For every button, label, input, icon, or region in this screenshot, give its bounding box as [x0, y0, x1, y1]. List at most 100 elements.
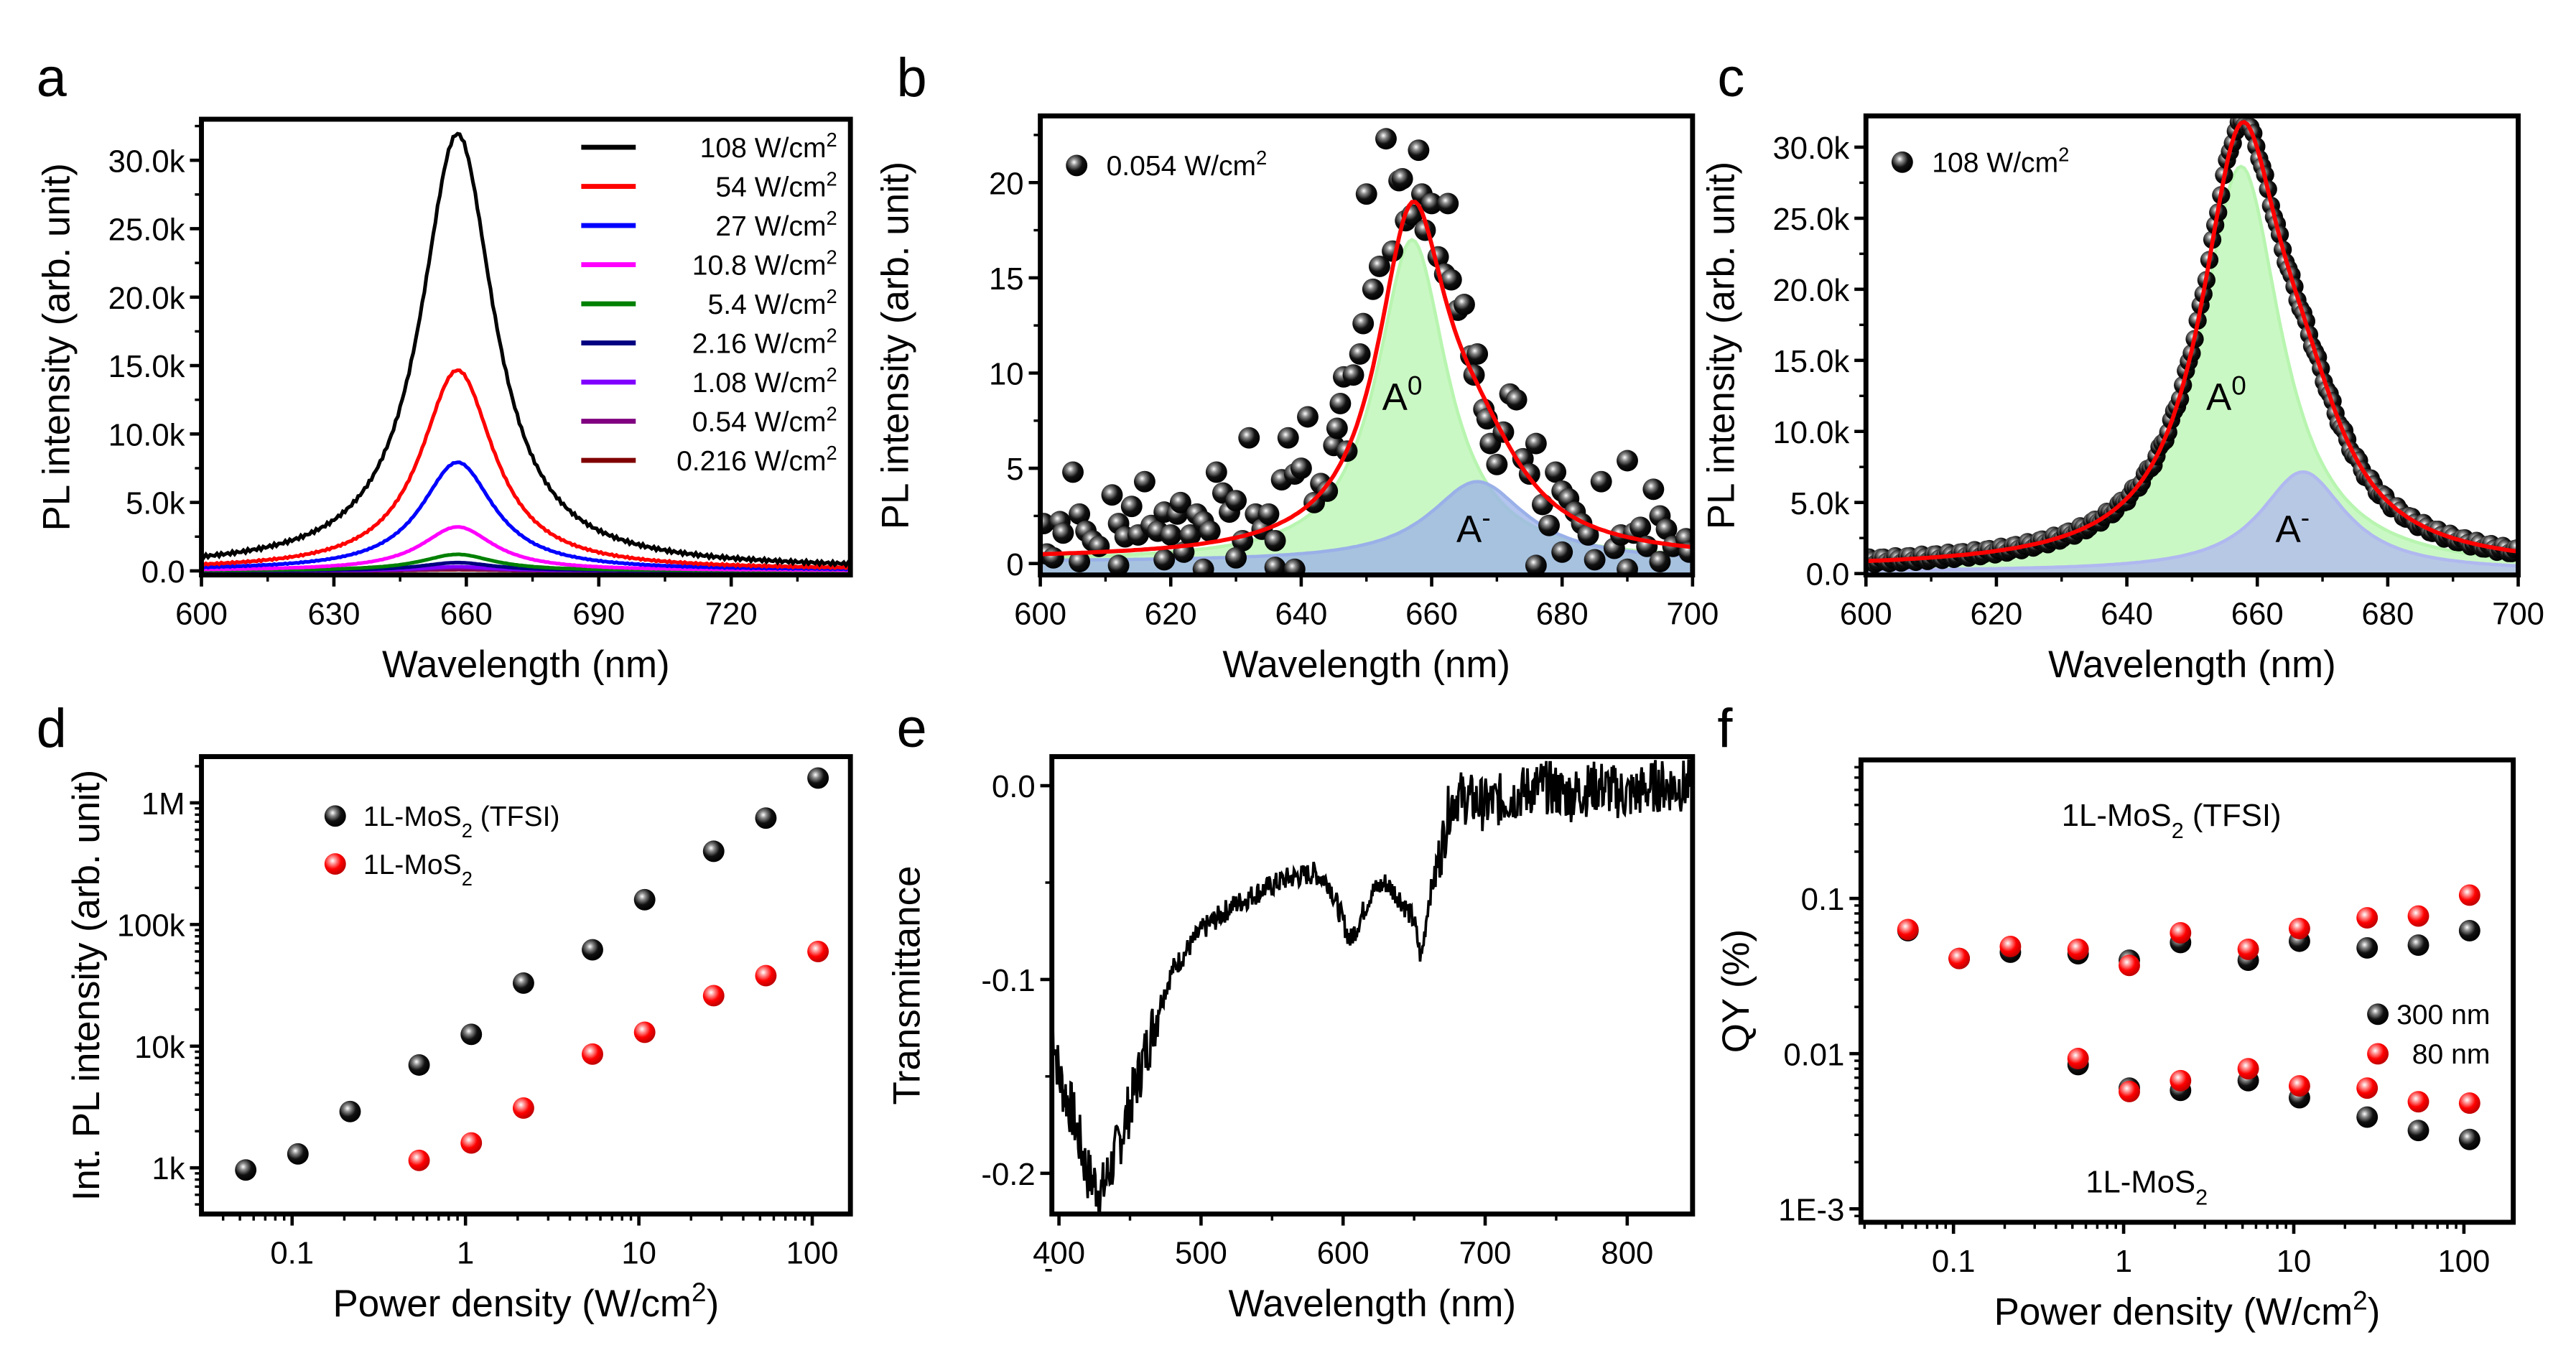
data-point: [1326, 417, 1348, 440]
y-tick-label: 5.0k: [1790, 486, 1850, 521]
data-point: [1052, 522, 1074, 544]
data-point: [1545, 461, 1567, 483]
legend-label: 27 W/cm2: [715, 206, 837, 242]
y-tick-label: 1E-3: [1778, 1192, 1844, 1227]
x-tick-label: 400: [1033, 1235, 1085, 1270]
legend-label: 0.054 W/cm2: [1107, 147, 1268, 182]
x-axis-title: Wavelength (nm): [1228, 1283, 1516, 1325]
data-point: [2067, 938, 2089, 960]
x-tick-label: 500: [1175, 1235, 1227, 1270]
data-point: [408, 1149, 430, 1171]
data-point: [1642, 478, 1665, 501]
x-tick-label: 680: [1536, 597, 1589, 632]
data-point: [1160, 524, 1182, 546]
x-tick-label: 620: [1970, 597, 2022, 632]
data-point: [1192, 558, 1214, 575]
plot-frame: [1038, 113, 1696, 578]
y-tick-label: 10k: [134, 1030, 185, 1065]
data-point: [1525, 554, 1547, 575]
legend-label: 10.8 W/cm2: [692, 246, 837, 282]
y-tick-label: 1M: [141, 786, 185, 822]
series-line: [201, 460, 851, 572]
series-line: [201, 368, 851, 571]
data-point: [1352, 312, 1375, 335]
panel-a: 600 630 660 690 720 0.0 5.0k 10.0k 15.0k 20.0k 25.…: [36, 116, 853, 686]
data-point: [1551, 541, 1573, 563]
legend-label: 2.16 W/cm2: [692, 324, 837, 360]
plot-frame: [199, 116, 853, 578]
x-tick-label: 600: [1840, 597, 1892, 632]
data-point: [2407, 1120, 2429, 1142]
data-point: [582, 939, 603, 961]
data-point: [1375, 128, 1397, 150]
data-point: [807, 940, 829, 962]
data-point: [1329, 392, 1352, 414]
data-point: [235, 1159, 257, 1181]
data-point: [1225, 490, 1247, 512]
panel-f: 0.1 1 10 100 1E-3 0.01 0.1 Power density (W/cm2…: [1715, 757, 2516, 1334]
data-point: [1179, 524, 1201, 546]
transmittance-line: [1051, 759, 1693, 1214]
x-tick-label: 720: [705, 597, 758, 632]
panel-d: 0.1 1 10 100 1k 10k 100k 1M Power density (W/cm2…: [65, 754, 853, 1325]
data-point: [1264, 557, 1286, 575]
data-point: [2458, 884, 2480, 906]
y-tick-label: 1k: [152, 1151, 185, 1186]
plot-frame: [1858, 757, 2516, 1225]
data-point: [2356, 1077, 2379, 1099]
data-point: [2356, 907, 2379, 929]
data-point: [1283, 558, 1306, 575]
data-point: [1264, 529, 1286, 552]
data-point: [1199, 520, 1221, 542]
plot-area: [201, 131, 851, 573]
legend-label: 1.08 W/cm2: [692, 363, 837, 399]
panel-label-c: c: [1717, 47, 1744, 108]
data-point: [1590, 470, 1612, 493]
data-point: [702, 985, 725, 1007]
plot-area: [235, 767, 829, 1181]
y-tick-label: 15.0k: [108, 349, 185, 384]
plot-frame: [199, 754, 853, 1217]
data-point: [1169, 491, 1191, 513]
data-point: [1505, 389, 1528, 411]
x-axis-title: Wavelength (nm): [382, 643, 670, 686]
component-label-a0: A0: [2206, 371, 2246, 419]
data-point: [1617, 450, 1638, 472]
plot-area: [1897, 884, 2480, 1150]
data-point: [1316, 480, 1339, 502]
y-tick-label: 30.0k: [1772, 131, 1849, 166]
x-tick-label: 700: [1459, 1235, 1512, 1270]
fit-line: [1866, 120, 2519, 564]
x-axis-title: Power density (W/cm2): [1994, 1285, 2381, 1334]
x-tick-label: 800: [1601, 1235, 1653, 1270]
data-point: [2367, 1043, 2389, 1065]
y-axis-title: PL intensity (arb. unit): [1700, 162, 1742, 529]
x-tick-label: 700: [1666, 597, 1719, 632]
data-point: [582, 1043, 603, 1065]
x-axis-title: Wavelength (nm): [2048, 643, 2336, 686]
legend-label: 0.54 W/cm2: [692, 402, 837, 437]
legend-label: 108 W/cm2: [700, 128, 837, 164]
legend-label: 108 W/cm2: [1932, 143, 2069, 179]
x-tick-label: 680: [2361, 597, 2414, 632]
data-point: [702, 840, 725, 862]
data-point: [1066, 154, 1088, 177]
component-a-minus-area: [1040, 480, 1693, 575]
data-point: [1897, 918, 1919, 941]
data-point: [512, 972, 534, 994]
annotation-tfsi: 1L-MoS2 (TFSI): [2062, 798, 2282, 843]
data-point: [1437, 192, 1459, 215]
y-axis-title: Transmittance: [886, 866, 929, 1105]
data-point: [324, 853, 346, 875]
data-point: [755, 807, 777, 829]
data-point: [2356, 936, 2379, 959]
y-axis-title: Int. PL intensity (arb. unit): [65, 770, 108, 1201]
data-point: [1948, 947, 1971, 969]
data-point: [807, 767, 829, 789]
y-tick-label: 20.0k: [1772, 273, 1849, 308]
data-point: [1629, 516, 1652, 539]
data-point: [1133, 470, 1156, 493]
data-point: [324, 805, 346, 827]
data-point: [2170, 1069, 2192, 1092]
x-tick-label: 660: [1405, 597, 1458, 632]
